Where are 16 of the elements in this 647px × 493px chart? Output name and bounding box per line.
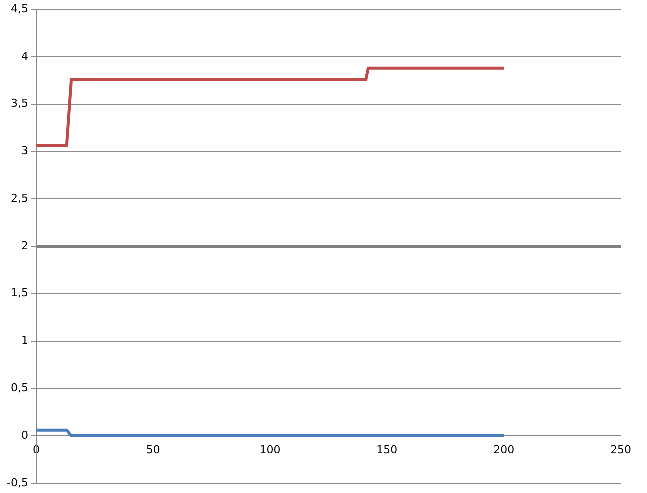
x-tick-label: 150 (376, 443, 398, 456)
x-tick-label: 50 (146, 443, 160, 456)
y-tick-label: 4 (21, 50, 28, 63)
x-tick-label: 250 (610, 443, 632, 456)
y-tick-label: 0 (21, 428, 28, 442)
x-tick-label: 100 (260, 443, 281, 456)
y-tick-label: 1 (21, 334, 28, 348)
y-tick-label: 3,5 (10, 97, 28, 110)
y-tick-label: 1,5 (10, 286, 28, 300)
y-tick-label: -0,5 (6, 476, 28, 490)
y-tick-label: 2,5 (10, 192, 28, 205)
y-tick-label: 4,5 (10, 2, 28, 16)
x-tick-label: 200 (494, 443, 515, 456)
y-tick-label: 3 (21, 144, 28, 158)
y-tick-label: 2 (21, 239, 28, 252)
y-tick-label: 0,5 (10, 382, 28, 394)
